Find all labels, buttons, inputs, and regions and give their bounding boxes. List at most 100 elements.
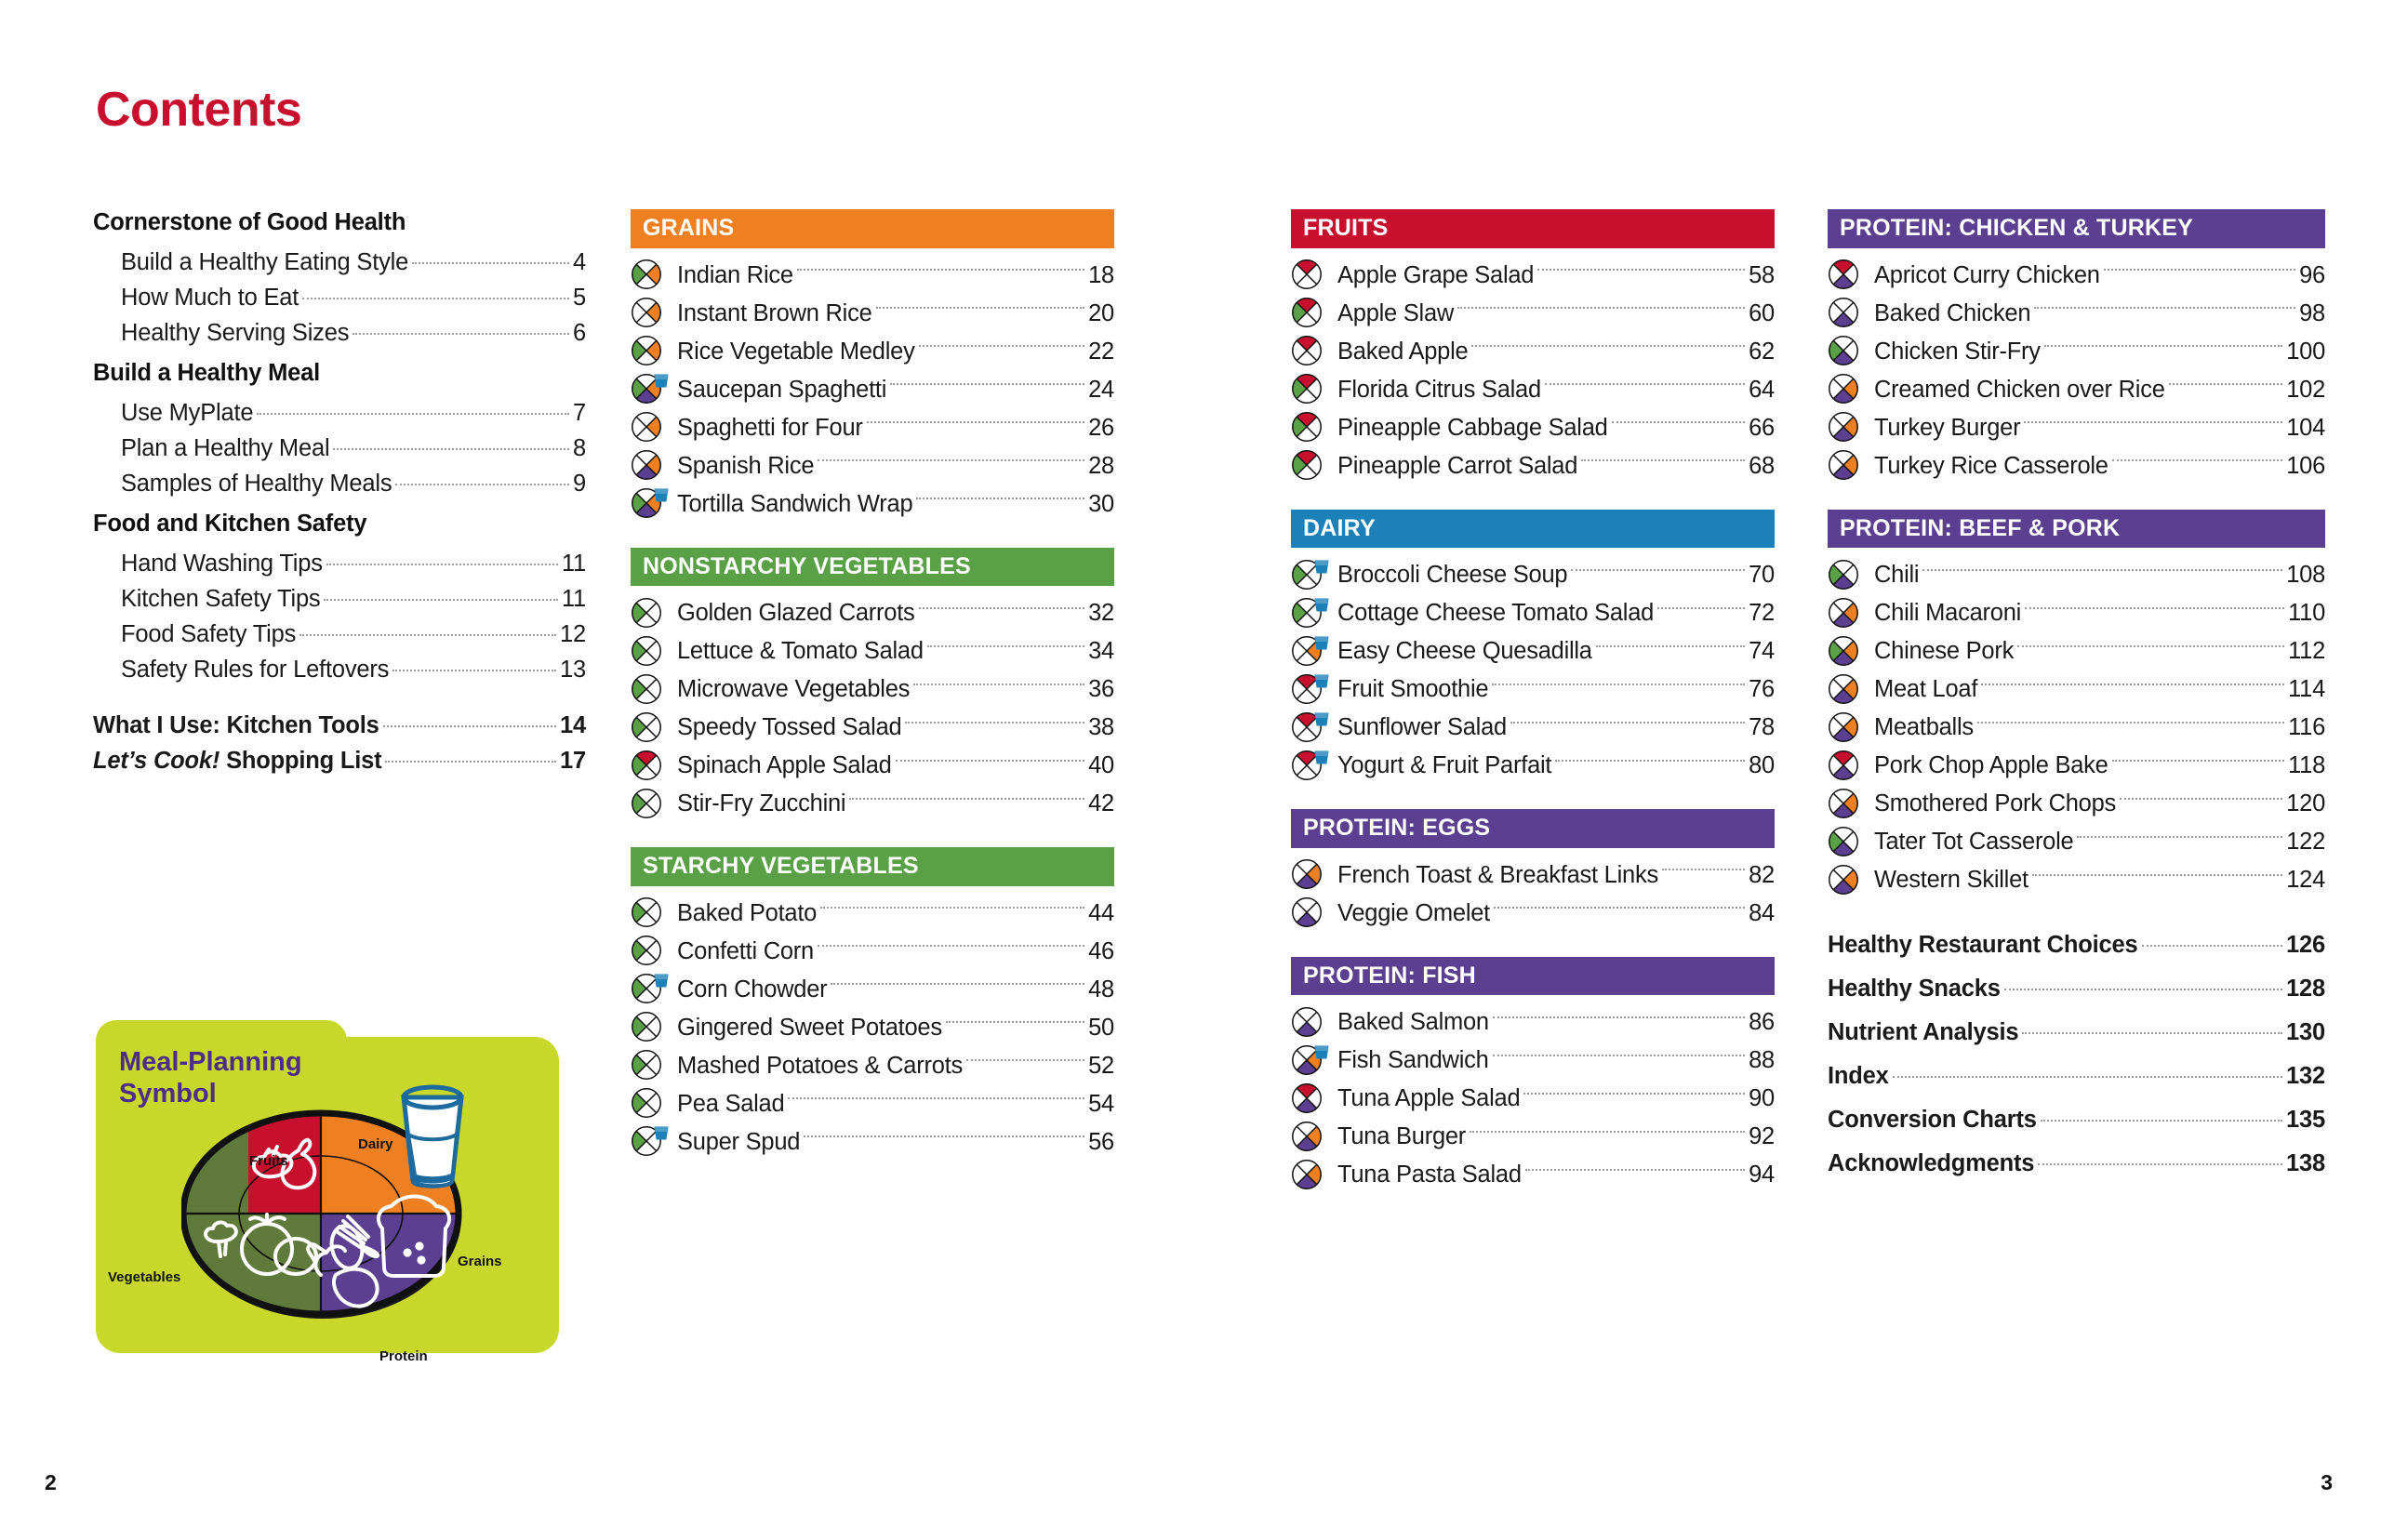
recipe-entry[interactable]: Tortilla Sandwich Wrap 30	[631, 485, 1114, 524]
recipe-entry[interactable]: Tuna Apple Salad 90	[1291, 1080, 1775, 1118]
recipe-entry[interactable]: Baked Apple 62	[1291, 333, 1775, 371]
back-matter-entry[interactable]: Conversion Charts 135	[1828, 1098, 2325, 1142]
recipe-entry[interactable]: Turkey Rice Casserole 106	[1828, 447, 2325, 485]
recipe-entry[interactable]: Spinach Apple Salad 40	[631, 747, 1114, 785]
toc-entry-page: 58	[1749, 261, 1775, 288]
recipe-entry[interactable]: Rice Vegetable Medley 22	[631, 333, 1114, 371]
recipe-entry[interactable]: Sunflower Salad 78	[1291, 709, 1775, 747]
food-group-symbol-icon	[631, 450, 673, 482]
recipe-entry[interactable]: Chinese Pork 112	[1828, 632, 2325, 670]
leader-dots	[875, 307, 1085, 309]
recipe-entry[interactable]: Pork Chop Apple Bake 118	[1828, 747, 2325, 785]
recipe-entry[interactable]: Meat Loaf 114	[1828, 670, 2325, 709]
recipe-entry[interactable]: Indian Rice 18	[631, 257, 1114, 295]
recipe-entry[interactable]: Instant Brown Rice 20	[631, 295, 1114, 333]
toc-entry-label: Easy Cheese Quesadilla	[1337, 638, 1592, 664]
back-matter-entry[interactable]: Nutrient Analysis 130	[1828, 1011, 2325, 1055]
recipe-entry[interactable]: Smothered Pork Chops 120	[1828, 785, 2325, 823]
recipe-entry[interactable]: Corn Chowder 48	[631, 971, 1114, 1009]
recipe-entry[interactable]: Microwave Vegetables 36	[631, 670, 1114, 709]
recipe-entry[interactable]: Spanish Rice 28	[631, 447, 1114, 485]
toc-entry-page: 8	[573, 434, 586, 461]
recipe-entry[interactable]: Easy Cheese Quesadilla 74	[1291, 632, 1775, 670]
toc-entry-label: Tuna Pasta Salad	[1337, 1162, 1522, 1188]
recipe-entry[interactable]: Golden Glazed Carrots 32	[631, 594, 1114, 632]
recipe-entry[interactable]: Fish Sandwich 88	[1291, 1042, 1775, 1080]
toc-entry-label: Lettuce & Tomato Salad	[677, 638, 924, 664]
food-group-symbol-icon	[631, 750, 673, 782]
toc-entry-label: Super Spud	[677, 1128, 801, 1155]
recipe-entry[interactable]: Gingered Sweet Potatoes 50	[631, 1009, 1114, 1047]
recipe-entry[interactable]: Chicken Stir-Fry 100	[1828, 333, 2325, 371]
toc-entry-label: Tortilla Sandwich Wrap	[677, 490, 913, 517]
back-matter-entry[interactable]: Index 132	[1828, 1055, 2325, 1098]
recipe-entry[interactable]: Tuna Pasta Salad 94	[1291, 1156, 1775, 1194]
toc-entry-label: Baked Apple	[1337, 338, 1469, 365]
recipe-entry[interactable]: Pineapple Cabbage Salad 66	[1291, 409, 1775, 447]
recipe-entry[interactable]: Florida Citrus Salad 64	[1291, 371, 1775, 409]
leader-dots	[324, 598, 558, 601]
recipe-entry[interactable]: Turkey Burger 104	[1828, 409, 2325, 447]
recipe-entry[interactable]: Baked Potato 44	[631, 895, 1114, 933]
recipe-entry[interactable]: Tater Tot Casserole 122	[1828, 823, 2325, 861]
recipe-entry[interactable]: Chili Macaroni 110	[1828, 594, 2325, 632]
front-matter-entry[interactable]: Use MyPlate 7	[93, 395, 586, 431]
recipe-section-protein-eggs: PROTEIN: EGGS French Toast & Breakfast Li…	[1291, 809, 1775, 933]
recipe-entry[interactable]: Pineapple Carrot Salad 68	[1291, 447, 1775, 485]
front-matter-entry[interactable]: Plan a Healthy Meal 8	[93, 431, 586, 466]
back-matter-entry[interactable]: Healthy Restaurant Choices 126	[1828, 923, 2325, 967]
recipe-entry[interactable]: Stir-Fry Zucchini 42	[631, 785, 1114, 823]
recipe-entry[interactable]: Apple Grape Salad 58	[1291, 257, 1775, 295]
back-matter-entry[interactable]: Acknowledgments 138	[1828, 1142, 2325, 1186]
recipe-entry[interactable]: Western Skillet 124	[1828, 861, 2325, 899]
toc-entry-page: 20	[1088, 299, 1114, 326]
front-matter-entry[interactable]: What I Use: Kitchen Tools 14	[93, 708, 586, 743]
recipe-entry[interactable]: Saucepan Spaghetti 24	[631, 371, 1114, 409]
recipe-entry[interactable]: Cottage Cheese Tomato Salad 72	[1291, 594, 1775, 632]
recipe-entry[interactable]: Baked Chicken 98	[1828, 295, 2325, 333]
recipe-entry[interactable]: Creamed Chicken over Rice 102	[1828, 371, 2325, 409]
recipe-entry[interactable]: Meatballs 116	[1828, 709, 2325, 747]
recipe-entry[interactable]: Super Spud 56	[631, 1123, 1114, 1162]
recipe-entry[interactable]: Broccoli Cheese Soup 70	[1291, 556, 1775, 594]
front-matter-entry[interactable]: Hand Washing Tips 11	[93, 546, 586, 581]
recipe-entry[interactable]: Pea Salad 54	[631, 1085, 1114, 1123]
front-matter-entry[interactable]: Healthy Serving Sizes 6	[93, 315, 586, 351]
recipe-entry[interactable]: Veggie Omelet 84	[1291, 895, 1775, 933]
leader-dots	[895, 759, 1085, 762]
leader-dots	[1470, 1130, 1746, 1133]
recipe-entry[interactable]: French Toast & Breakfast Links 82	[1291, 856, 1775, 895]
toc-entry-page: 5	[573, 284, 586, 311]
leader-dots	[1510, 721, 1746, 724]
recipe-entry[interactable]: Baked Salmon 86	[1291, 1003, 1775, 1042]
recipe-entry[interactable]: Chili 108	[1828, 556, 2325, 594]
leader-dots	[395, 483, 570, 485]
food-group-symbol-icon	[1291, 336, 1334, 367]
toc-entry-page: 90	[1749, 1085, 1775, 1111]
toc-entry-label: Acknowledgments	[1828, 1150, 2035, 1176]
section-list: Apple Grape Salad 58 Apple Slaw 60 Baked App…	[1291, 257, 1775, 485]
front-matter-entry[interactable]: Kitchen Safety Tips 11	[93, 581, 586, 617]
back-matter-entry[interactable]: Healthy Snacks 128	[1828, 967, 2325, 1011]
toc-entry-label: Kitchen Safety Tips	[121, 585, 321, 612]
recipe-entry[interactable]: Fruit Smoothie 76	[1291, 670, 1775, 709]
recipe-entry[interactable]: Yogurt & Fruit Parfait 80	[1291, 747, 1775, 785]
front-matter-entry[interactable]: Let’s Cook! Shopping List 17	[93, 743, 586, 778]
front-matter-entry[interactable]: Samples of Healthy Meals 9	[93, 466, 586, 501]
recipe-entry[interactable]: Mashed Potatoes & Carrots 52	[631, 1047, 1114, 1085]
front-matter-entry[interactable]: Safety Rules for Leftovers 13	[93, 652, 586, 687]
leader-dots	[820, 907, 1085, 909]
recipe-entry[interactable]: Lettuce & Tomato Salad 34	[631, 632, 1114, 670]
leader-dots	[1661, 869, 1746, 870]
front-matter-entry[interactable]: Food Safety Tips 12	[93, 617, 586, 652]
recipe-entry[interactable]: Tuna Burger 92	[1291, 1118, 1775, 1156]
front-matter-entry[interactable]: Build a Healthy Eating Style 4	[93, 245, 586, 280]
front-matter-entry[interactable]: How Much to Eat 5	[93, 280, 586, 315]
recipe-entry[interactable]: Confetti Corn 46	[631, 933, 1114, 971]
recipe-entry[interactable]: Apricot Curry Chicken 96	[1828, 257, 2325, 295]
recipe-entry[interactable]: Spaghetti for Four 26	[631, 409, 1114, 447]
recipe-entry[interactable]: Apple Slaw 60	[1291, 295, 1775, 333]
food-group-symbol-icon	[1828, 374, 1870, 405]
recipe-entry[interactable]: Speedy Tossed Salad 38	[631, 709, 1114, 747]
leader-dots	[299, 633, 557, 636]
